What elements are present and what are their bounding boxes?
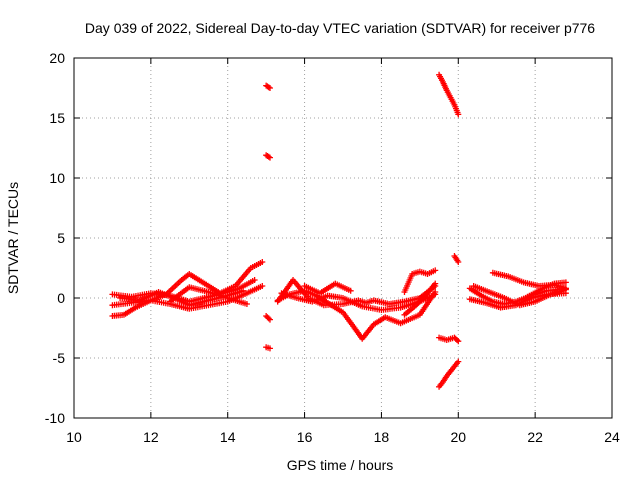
y-tick-label: 20 xyxy=(49,50,65,66)
series-arc-f xyxy=(263,82,273,91)
data-point xyxy=(265,315,272,322)
data-point xyxy=(259,259,266,265)
series-arc-c xyxy=(109,259,266,319)
y-tick-label: 5 xyxy=(57,230,65,246)
series-arc-o xyxy=(401,280,439,318)
data-point xyxy=(251,277,258,283)
series-arc-n xyxy=(401,267,439,295)
data-point xyxy=(432,291,439,298)
data-marks xyxy=(109,71,569,390)
data-point xyxy=(347,287,354,294)
data-point xyxy=(455,338,462,345)
series-arc-w xyxy=(489,269,569,292)
series-arc-q xyxy=(436,358,462,390)
series-arc-m xyxy=(301,280,354,297)
data-point xyxy=(266,154,273,161)
series-arc-i xyxy=(263,344,273,352)
axis-ticks xyxy=(73,57,613,419)
data-point xyxy=(243,301,250,307)
x-tick-label: 22 xyxy=(527,429,543,445)
x-tick-label: 20 xyxy=(450,429,466,445)
y-axis-label: SDTVAR / TECUs xyxy=(5,182,21,294)
y-tick-labels: -10 -5 0 5 10 15 20 xyxy=(45,50,65,426)
data-point xyxy=(265,153,272,160)
x-tick-label: 24 xyxy=(604,429,620,445)
grid-lines xyxy=(74,58,612,418)
series-arc-h xyxy=(263,313,273,323)
x-tick-label: 12 xyxy=(143,429,159,445)
data-point xyxy=(266,345,273,352)
y-tick-label: 10 xyxy=(49,170,65,186)
y-tick-label: 0 xyxy=(57,290,65,306)
y-tick-label: -10 xyxy=(45,410,65,426)
data-point xyxy=(259,283,266,289)
series-arc-v xyxy=(470,283,569,309)
data-point xyxy=(562,279,569,286)
x-tick-label: 14 xyxy=(220,429,236,445)
data-point xyxy=(432,267,439,274)
data-point xyxy=(455,111,462,118)
data-point xyxy=(455,358,462,365)
y-tick-label: 15 xyxy=(49,110,65,126)
series-arc-s xyxy=(451,253,462,265)
series-arc-l xyxy=(278,290,439,313)
data-point xyxy=(240,287,247,294)
data-point xyxy=(454,337,461,343)
x-tick-label: 10 xyxy=(66,429,82,445)
chart-title: Day 039 of 2022, Sidereal Day-to-day VTE… xyxy=(85,20,595,36)
x-axis-label: GPS time / hours xyxy=(287,457,394,473)
series-arc-p xyxy=(436,71,462,118)
series-arc-e xyxy=(167,284,250,307)
series-arc-g xyxy=(263,152,273,161)
series-arc-x xyxy=(524,279,569,300)
x-tick-label: 18 xyxy=(374,429,390,445)
data-point xyxy=(455,259,462,265)
data-point xyxy=(266,316,273,323)
data-point xyxy=(265,84,272,91)
data-point xyxy=(432,280,439,287)
y-tick-label: -5 xyxy=(53,350,66,366)
series-arc-r xyxy=(436,334,462,345)
x-tick-label: 16 xyxy=(297,429,313,445)
data-point xyxy=(562,285,569,292)
x-tick-labels: 10 12 14 16 18 20 22 24 xyxy=(66,429,620,445)
data-point xyxy=(266,85,273,91)
